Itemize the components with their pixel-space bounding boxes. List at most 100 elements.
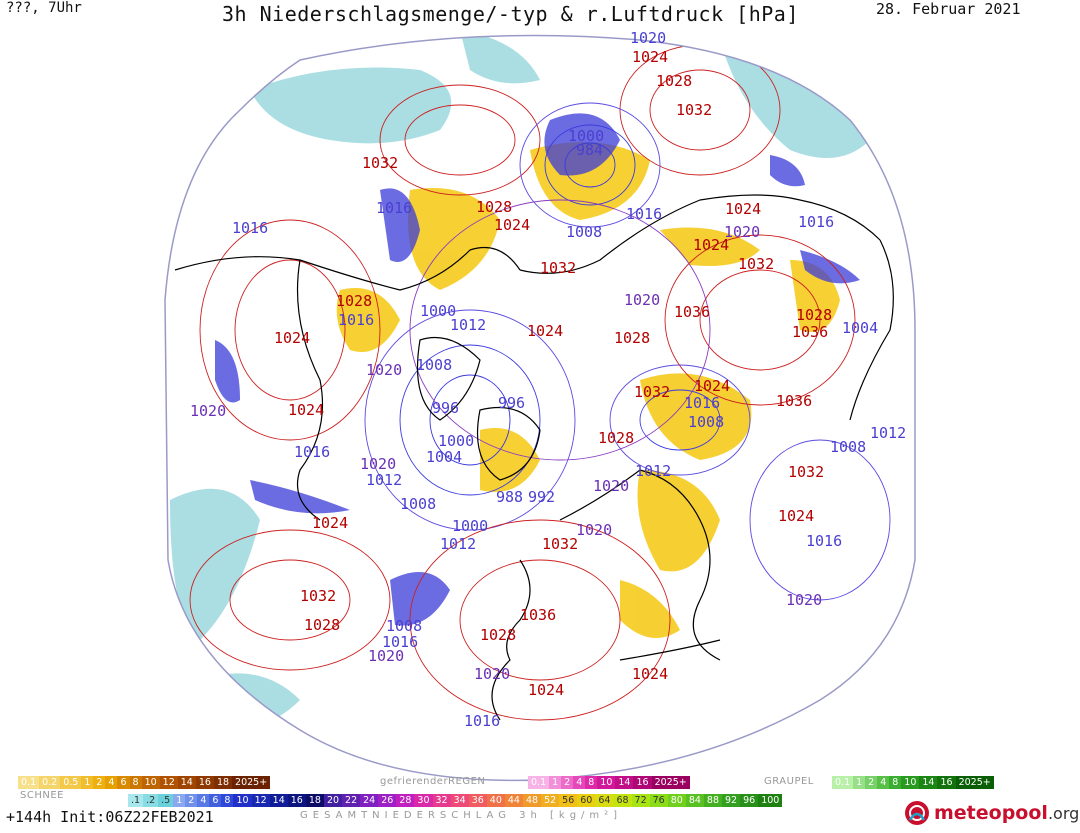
isobar-label: 1024 [312,514,348,532]
legend-swatch: 92 [722,794,741,807]
legend-swatch: 18 [213,776,233,789]
isobar-label: 1024 [694,377,730,395]
weather-map: 1020 1024 1028 1032 1000 984 1032 1016 1… [164,29,916,782]
isobar-labels: 1020 1024 1028 1032 1000 984 1032 1016 1… [190,29,906,730]
isobars [189,44,891,721]
legend-snow-label: SCHNEE [20,790,64,801]
isobar-label: 1036 [776,392,812,410]
legend-snow: 0.1 0.2 0.5 1 2 4 6 8 10 12 14 16 18 2025+ [18,776,271,789]
legend-graupel-label: GRAUPEL [764,776,814,787]
isobar-label: 1024 [632,48,668,66]
legend-swatch: 52 [541,794,560,807]
isobar-label: 1024 [274,329,310,347]
legend-swatch: 0.2 [39,776,61,789]
legend-swatch: 20 [323,794,343,807]
run-info: +144h Init:06Z22FEB2021 [6,808,214,826]
legend-swatch: 48 [522,794,542,807]
legend-swatch: 34 [450,794,469,807]
isobar-label: 996 [498,394,525,412]
legend-swatch: 10 [597,776,616,789]
isobar-label: 1024 [693,236,729,254]
isobar-label: 1028 [656,72,692,90]
isobar-label: 992 [528,488,555,506]
isobar-label: 1032 [542,535,578,553]
isobar-label: 1004 [842,319,878,337]
legend-swatch: 6 [117,776,130,789]
snow-areas [336,142,840,638]
legend-swatch: 14 [269,794,288,807]
isobar-label: 996 [432,399,459,417]
isobar-label: 1016 [382,633,418,651]
isobar-label: 1024 [494,216,530,234]
legend-swatch: 16 [287,794,306,807]
legend-swatch: 80 [667,794,686,807]
legend-swatch: 10 [141,776,160,789]
legend-swatch: 2025+ [955,776,994,789]
isobar-label: 1032 [540,259,576,277]
isobar-label: 988 [496,488,523,506]
legend-swatch: 2025+ [232,776,271,789]
isobar-label: 1032 [788,463,824,481]
meteopool-logo-text: meteopool.org [934,802,1080,824]
isobar-label: 1012 [635,462,671,480]
legend-swatch: 36 [468,794,487,807]
isobar-label: 1008 [830,438,866,456]
legend-swatch: 56 [559,794,578,807]
meteopool-logo[interactable]: meteopool.org [904,800,1079,826]
isobar-label: 1024 [527,322,563,340]
isobar-label: 1008 [688,413,724,431]
isobar-label: 1012 [440,535,476,553]
isobar-label: 1016 [294,443,330,461]
legend-swatch: 6 [209,794,222,807]
isobar-label: 1016 [798,213,834,231]
isobar-label: 1020 [368,647,404,665]
map-field [165,35,915,781]
legend-swatch: 1 [81,776,94,789]
legend-swatch: 8 [221,794,234,807]
legend-swatch: 16 [195,776,214,789]
coastlines [174,194,894,721]
legend-swatch: 40 [486,794,505,807]
legend-freezing-rain: 0.1 1 2 4 8 10 14 16 2025+ [528,776,690,789]
isobar-label: 1024 [632,665,668,683]
legend-swatch: 0.1 [832,776,854,789]
legend-swatch: 32 [432,794,451,807]
header-title: 3h Niederschlagsmenge/-typ & r.Luftdruck… [222,2,799,26]
legend-swatch: 16 [937,776,956,789]
isobar-label: 1024 [288,401,324,419]
legend-swatch: 88 [703,794,722,807]
isobar-label: 1032 [300,587,336,605]
legend-graupel: 0.1 1 2 4 8 10 14 16 2025+ [832,776,994,789]
legend-swatch: 24 [360,794,379,807]
legend-swatch: 4 [105,776,118,789]
isobar-label: 1020 [366,361,402,379]
isobar-label: 1020 [724,223,760,241]
header-run-info: ???, 7Uhr [6,0,82,16]
isobar-label: 1032 [362,154,398,172]
meteopool-logo-icon [905,801,929,825]
isobar-label: 1012 [450,316,486,334]
isobar-label: 1028 [614,329,650,347]
isobar-label: 1020 [190,402,226,420]
legend-freezing-rain-label: gefrierenderREGEN [380,776,486,787]
legend-swatch: 1 [853,776,866,789]
isobar-label: 1028 [480,626,516,644]
legend-swatch: 2 [561,776,574,789]
legend-swatch: 8 [129,776,142,789]
isobar-label: 1028 [304,616,340,634]
isobar-label: 1004 [426,448,462,466]
legend-swatch: 72 [631,794,650,807]
isobar-label: 1020 [593,477,629,495]
legend-swatch: .2 [143,794,159,807]
legend-swatch: 4 [573,776,586,789]
legend-swatch: 16 [633,776,652,789]
isobar-label: 984 [576,141,603,159]
isobar-label: 1036 [520,606,556,624]
isobar-label: 1024 [778,507,814,525]
isobar-label: 1000 [568,127,604,145]
legend-swatch: 30 [414,794,433,807]
isobar-label: 1008 [400,495,436,513]
isobar-label: 1020 [786,591,822,609]
legend-swatch: 14 [615,776,634,789]
legend-swatch: 68 [613,794,632,807]
